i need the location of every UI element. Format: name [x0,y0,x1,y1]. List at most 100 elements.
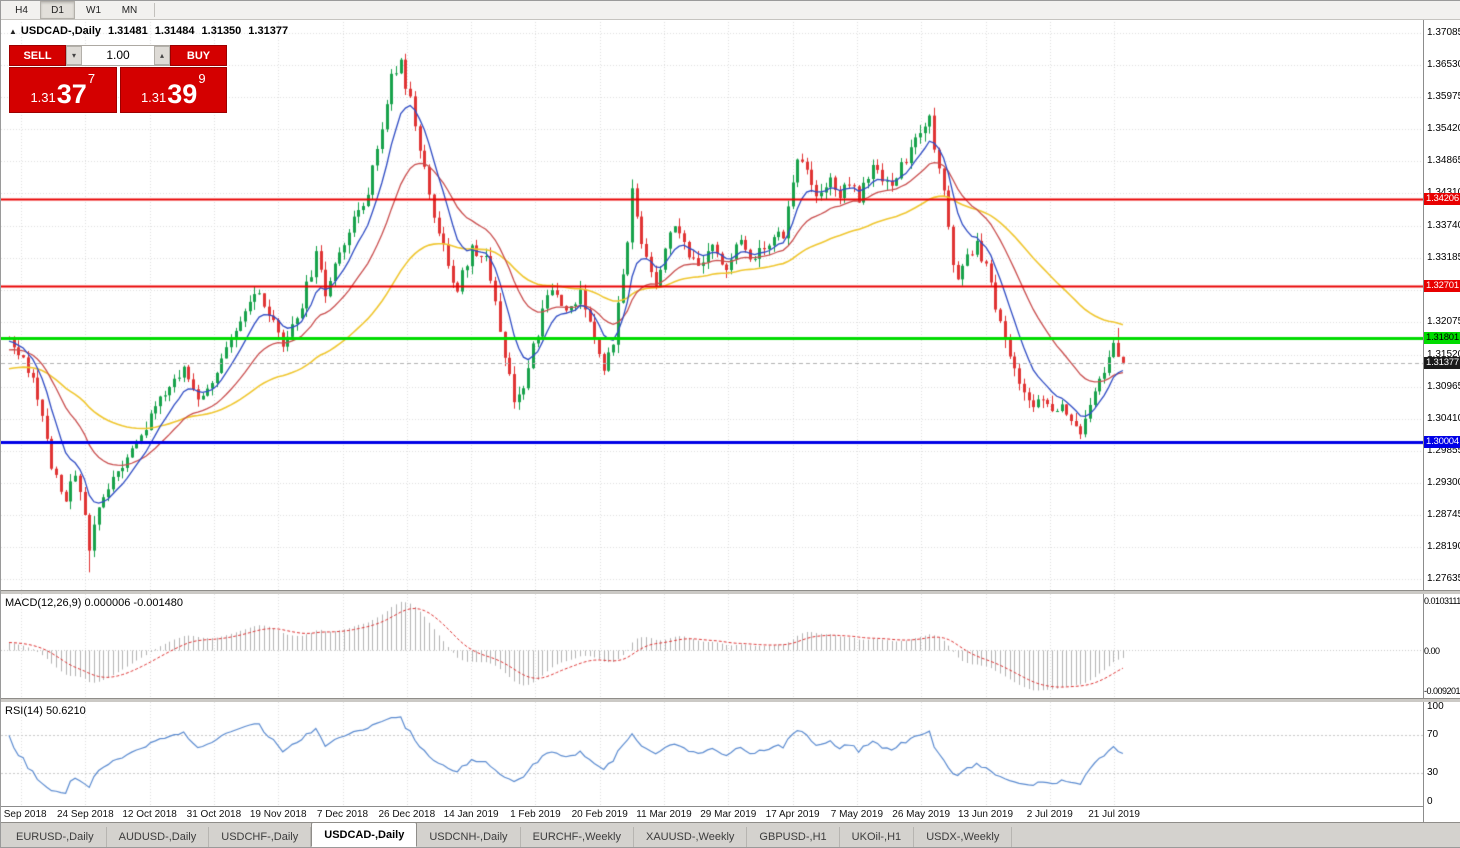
timeframe-buttons: H4 D1 W1 MN [4,1,148,19]
rsi-axis-label: 30 [1427,767,1439,779]
chart-tab-xauusd-weekly[interactable]: XAUUSD-,Weekly [634,827,748,847]
price-axis-label: 1.32075 [1427,316,1460,328]
date-axis-label: 24 Sep 2018 [56,809,114,820]
chart-symbol-label: USDCAD-,Daily [20,25,101,37]
chart-tab-eurusd-daily[interactable]: EURUSD-,Daily [4,827,107,847]
price-axis-label: 1.33740 [1427,220,1460,232]
chart-tab-audusd-daily[interactable]: AUDUSD-,Daily [107,827,210,847]
price-axis-label: 1.36530 [1427,59,1460,71]
volume-increase-button[interactable]: ▴ [154,46,170,65]
date-axis-label: 17 Apr 2019 [765,809,820,820]
date-axis-label: 7 Dec 2018 [316,809,369,820]
timeframe-button-d1[interactable]: D1 [40,1,75,19]
volume-value[interactable]: 1.00 [106,48,130,62]
timeframe-button-w1[interactable]: W1 [86,4,101,16]
price-axis-label: 1.34865 [1427,155,1460,167]
macd-label: MACD(12,26,9) 0.000006 -0.001480 [5,597,183,609]
price-axis-label: 1.33185 [1427,252,1460,264]
price-axis-label: 1.31520 [1427,348,1460,360]
trade-controls-row: SELL ▾ 1.00 ▴ BUY [9,45,227,66]
price-level-label: 1.31801 [1424,332,1460,345]
date-axis-label: 13 Jun 2019 [957,809,1014,820]
date-axis-label: 1 Feb 2019 [510,809,561,820]
one-click-collapse-icon[interactable]: ▲ [9,27,17,36]
trade-prices-row: 1.31 37 7 1.31 39 9 [9,67,227,113]
sell-price-box[interactable]: 1.31 37 7 [9,67,117,113]
macd-axis-zero: 0.00 [1424,645,1440,656]
macd-axis-min: -0.0092011 [1424,686,1460,696]
timeframe-toolbar: H4 D1 W1 MN [1,1,1460,20]
price-axis-label: 1.35975 [1427,91,1460,103]
sell-price-pips: 37 [56,79,87,109]
chart-tab-ukoil-h1[interactable]: UKOil-,H1 [840,827,915,847]
date-axis-label: 14 Jan 2019 [443,809,499,820]
date-axis[interactable] [1,806,1423,822]
main-chart-canvas[interactable] [1,19,1423,590]
panel-separator-rsi[interactable] [1,698,1460,702]
date-axis-label: 2 Jul 2019 [1026,809,1073,820]
volume-decrease-button[interactable]: ▾ [66,46,82,65]
date-axis-label: 20 Feb 2019 [571,809,628,820]
chart-tab-usdchf-daily[interactable]: USDCHF-,Daily [209,827,312,847]
price-axis-label: 1.30410 [1427,412,1460,424]
rsi-axis-label: 100 [1427,701,1444,712]
panel-separator-macd[interactable] [1,590,1460,594]
date-axis-label: 31 Oct 2018 [186,809,242,820]
toolbar-separator [154,3,155,17]
volume-down-icon: ▾ [71,51,76,60]
date-axis-label: 19 Nov 2018 [249,809,307,820]
sell-price-point: 7 [87,71,96,86]
volume-field[interactable]: ▾ 1.00 ▴ [66,45,170,66]
chart-tab-gbpusd-h1[interactable]: GBPUSD-,H1 [747,827,840,847]
date-axis-label: 29 Mar 2019 [700,809,757,820]
rsi-axis-label: 70 [1427,728,1439,740]
rsi-panel-canvas[interactable] [1,702,1423,806]
chart-tab-usdcad-daily[interactable]: USDCAD-,Daily [311,822,418,847]
current-bid-price-label: 1.31377 [1424,356,1460,369]
ohlc-close: 1.31377 [248,25,289,37]
sell-button[interactable]: SELL [9,45,66,66]
date-axis-label: 26 May 2019 [892,809,951,820]
macd-panel-canvas[interactable] [1,594,1423,698]
price-axis-label: 1.29300 [1427,476,1460,488]
buy-price-point: 9 [198,71,206,86]
timeframe-button-h4[interactable]: H4 [15,4,28,16]
chart-tab-usdcnh-daily[interactable]: USDCNH-,Daily [417,827,521,847]
price-axis-label: 1.30965 [1427,380,1460,392]
buy-price-prefix: 1.31 [140,90,167,105]
buy-button[interactable]: BUY [170,45,227,66]
price-axis-label: 1.35420 [1427,123,1460,135]
date-axis-label: 7 May 2019 [830,809,884,820]
buy-price-box[interactable]: 1.31 39 9 [119,67,227,113]
price-axis[interactable] [1423,19,1460,822]
sell-price-prefix: 1.31 [30,90,56,105]
rsi-axis-label: 0 [1427,796,1433,807]
price-axis-label: 1.34310 [1427,188,1460,198]
price-axis-label: 1.28745 [1427,508,1460,520]
price-level-label: 1.32701 [1424,280,1460,293]
buy-price-pips: 39 [167,79,198,109]
ohlc-high: 1.31484 [154,25,195,37]
price-level-label: 1.30004 [1424,436,1460,449]
chart-tab-usdx-weekly[interactable]: USDX-,Weekly [914,827,1013,847]
one-click-trading-panel: SELL ▾ 1.00 ▴ BUY 1.31 37 7 1.31 39 9 [9,45,227,113]
price-axis-label: 1.37085 [1427,27,1460,38]
price-level-label: 1.34206 [1424,193,1460,206]
chart-header: ▲ USDCAD-,Daily 1.31481 1.31484 1.31350 1.313… [9,25,288,37]
date-axis-label: 26 Dec 2018 [378,809,436,820]
chart-tab-eurchf-weekly[interactable]: EURCHF-,Weekly [521,827,634,847]
macd-axis-max: 0.0103111 [1424,596,1460,606]
chart-tab-bar: EURUSD-,Daily AUDUSD-,Daily USDCHF-,Daily U… [1,822,1460,847]
price-axis-label: 1.29855 [1427,444,1460,456]
date-axis-label: 11 Mar 2019 [636,809,692,820]
ohlc-low: 1.31350 [201,25,242,37]
volume-up-icon: ▴ [159,51,164,60]
price-axis-label: 1.27635 [1427,573,1460,584]
rsi-label: RSI(14) 50.6210 [5,705,86,717]
date-axis-label: 12 Oct 2018 [122,809,177,820]
timeframe-button-mn[interactable]: MN [121,4,138,16]
date-axis-label: 21 Jul 2019 [1088,809,1140,820]
price-axis-label: 1.28190 [1427,540,1460,552]
ohlc-open: 1.31481 [108,25,148,37]
